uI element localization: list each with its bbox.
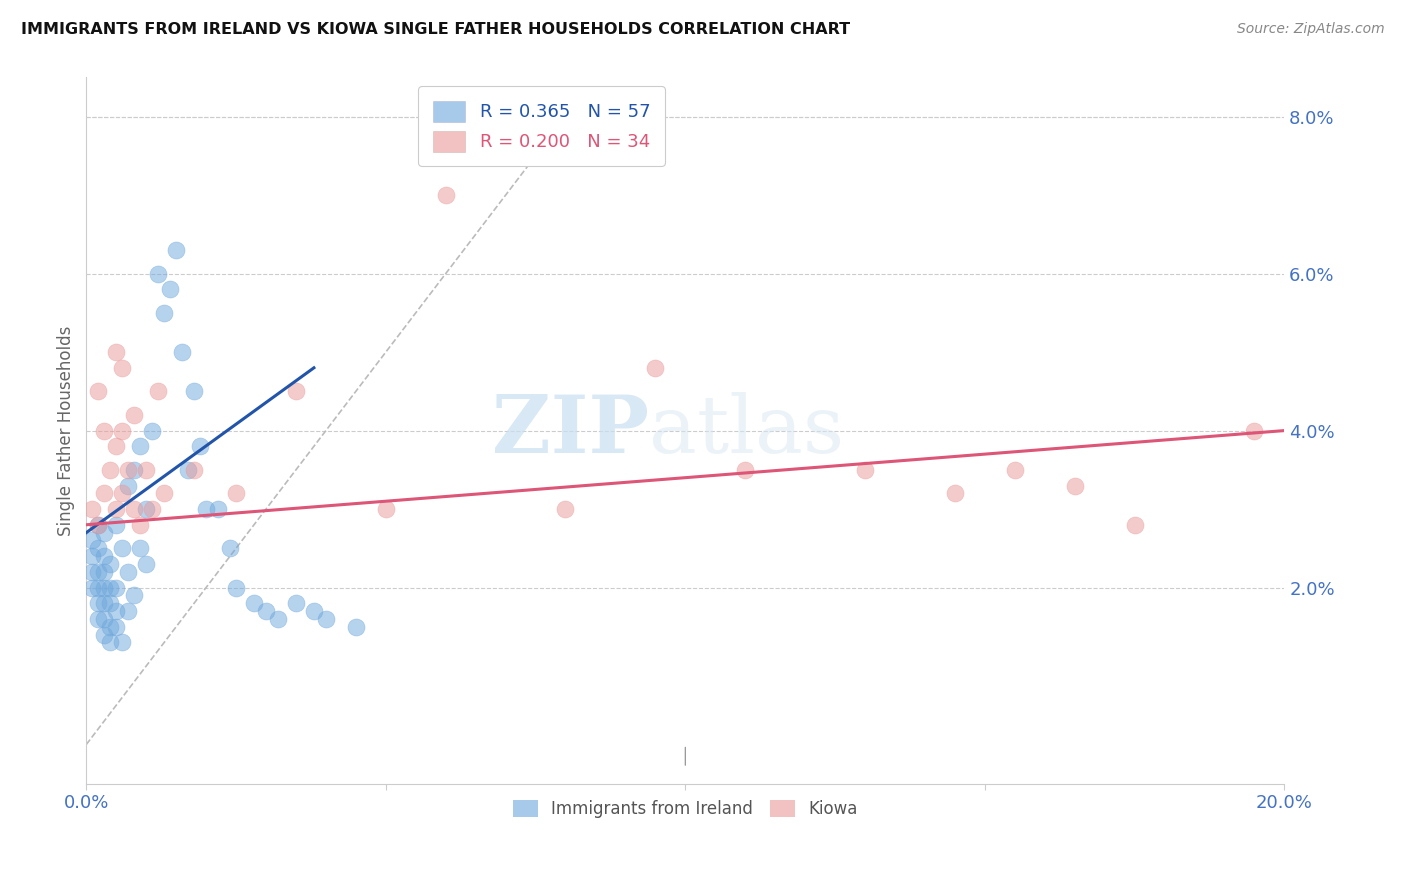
Point <box>153 306 176 320</box>
Point <box>1123 517 1146 532</box>
Point <box>141 502 163 516</box>
Point <box>207 502 229 516</box>
Point <box>188 439 211 453</box>
Point <box>98 596 121 610</box>
Point <box>159 282 181 296</box>
Point <box>111 360 134 375</box>
Point <box>644 360 666 375</box>
Y-axis label: Single Father Households: Single Father Households <box>58 326 75 536</box>
Point <box>105 620 128 634</box>
Point <box>93 525 115 540</box>
Point <box>219 541 242 556</box>
Legend: Immigrants from Ireland, Kiowa: Immigrants from Ireland, Kiowa <box>506 793 865 825</box>
Point <box>122 408 145 422</box>
Point <box>87 612 110 626</box>
Point <box>111 541 134 556</box>
Point <box>93 486 115 500</box>
Point <box>141 424 163 438</box>
Point <box>135 463 157 477</box>
Text: ZIP: ZIP <box>492 392 650 469</box>
Point <box>172 345 194 359</box>
Point <box>82 549 104 563</box>
Point <box>93 612 115 626</box>
Point <box>82 502 104 516</box>
Point <box>98 463 121 477</box>
Point <box>183 463 205 477</box>
Text: IMMIGRANTS FROM IRELAND VS KIOWA SINGLE FATHER HOUSEHOLDS CORRELATION CHART: IMMIGRANTS FROM IRELAND VS KIOWA SINGLE … <box>21 22 851 37</box>
Point <box>267 612 290 626</box>
Point <box>93 565 115 579</box>
Point <box>153 486 176 500</box>
Point <box>315 612 337 626</box>
Point <box>129 439 152 453</box>
Point <box>111 635 134 649</box>
Point <box>93 549 115 563</box>
Text: atlas: atlas <box>650 392 845 469</box>
Point <box>225 581 247 595</box>
Point <box>284 596 307 610</box>
Point <box>93 596 115 610</box>
Point <box>82 581 104 595</box>
Text: Source: ZipAtlas.com: Source: ZipAtlas.com <box>1237 22 1385 37</box>
Point <box>117 565 139 579</box>
Point <box>105 502 128 516</box>
Point <box>374 502 396 516</box>
Point <box>93 581 115 595</box>
Point <box>853 463 876 477</box>
Point <box>177 463 200 477</box>
Point <box>98 581 121 595</box>
Point <box>129 517 152 532</box>
Point <box>105 439 128 453</box>
Point <box>734 463 756 477</box>
Point <box>1243 424 1265 438</box>
Point <box>117 604 139 618</box>
Point <box>254 604 277 618</box>
Point <box>87 596 110 610</box>
Point <box>105 581 128 595</box>
Point <box>87 517 110 532</box>
Point <box>87 384 110 399</box>
Point <box>943 486 966 500</box>
Point <box>117 478 139 492</box>
Point <box>93 627 115 641</box>
Point <box>1063 478 1085 492</box>
Point <box>165 243 187 257</box>
Point <box>135 557 157 571</box>
Point <box>122 463 145 477</box>
Point <box>554 502 576 516</box>
Point <box>146 267 169 281</box>
Point <box>111 424 134 438</box>
Point <box>105 604 128 618</box>
Point <box>1004 463 1026 477</box>
Point <box>87 565 110 579</box>
Point <box>129 541 152 556</box>
Point <box>98 635 121 649</box>
Point <box>98 557 121 571</box>
Point <box>122 502 145 516</box>
Point <box>183 384 205 399</box>
Point <box>135 502 157 516</box>
Point <box>344 620 367 634</box>
Point <box>225 486 247 500</box>
Point <box>82 565 104 579</box>
Point <box>434 188 457 202</box>
Point <box>87 517 110 532</box>
Point <box>105 517 128 532</box>
Point <box>111 486 134 500</box>
Point <box>243 596 266 610</box>
Point <box>87 581 110 595</box>
Point <box>122 588 145 602</box>
Point <box>87 541 110 556</box>
Point <box>284 384 307 399</box>
Point <box>146 384 169 399</box>
Point <box>302 604 325 618</box>
Point <box>105 345 128 359</box>
Point <box>117 463 139 477</box>
Point <box>93 424 115 438</box>
Point <box>82 533 104 548</box>
Point <box>98 620 121 634</box>
Point <box>195 502 218 516</box>
